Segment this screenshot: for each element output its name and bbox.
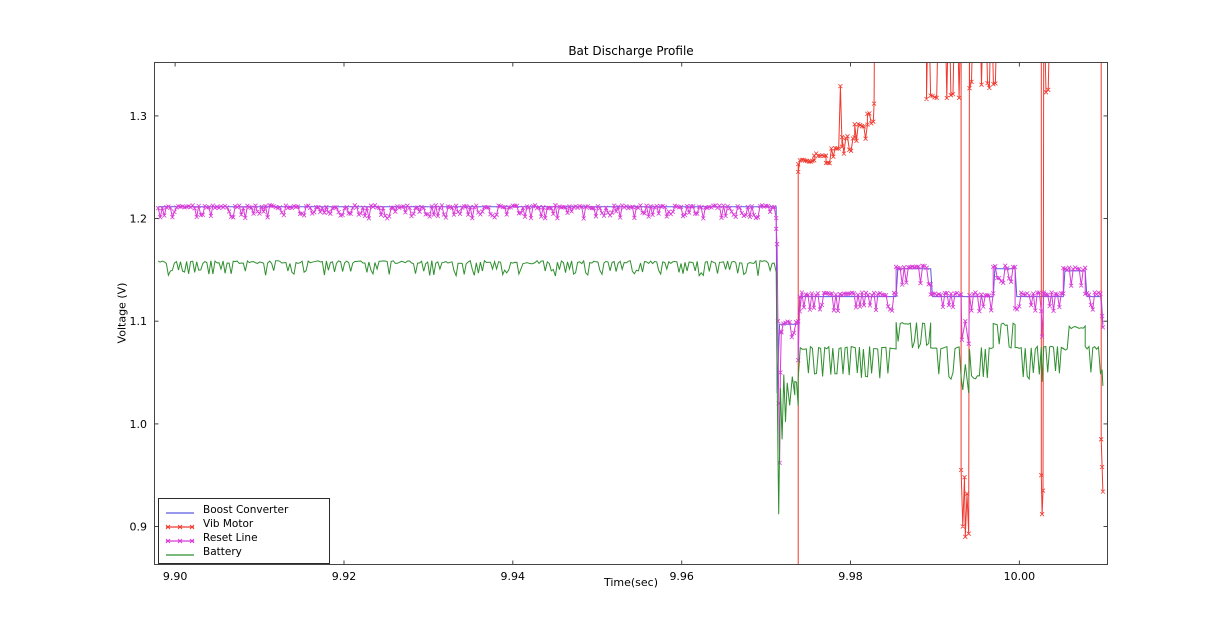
y-tick-label: 0.9 (130, 521, 148, 534)
legend-swatch-line (165, 538, 195, 544)
legend-line-swatch-battery (165, 546, 195, 558)
y-tick-label: 1.3 (130, 110, 148, 123)
plot-border (154, 62, 1108, 565)
legend-item-reset-line: Reset Line (165, 531, 323, 545)
legend: Boost Converter Vib Motor Reset Line Bat… (158, 498, 330, 564)
legend-item-vib-motor: Vib Motor (165, 517, 323, 531)
x-tick-label: 9.90 (163, 570, 188, 583)
series-vib-motor (795, 62, 1106, 565)
legend-swatch-line (165, 524, 195, 530)
legend-line-swatch-vib-motor (165, 518, 195, 530)
series-markers (795, 79, 1106, 540)
y-axis-label: Voltage (V) (115, 282, 129, 344)
x-tick-label: 9.94 (501, 570, 526, 583)
legend-swatch-line (166, 512, 194, 514)
legend-label-vib-motor: Vib Motor (203, 518, 254, 530)
series-markers (155, 202, 1106, 466)
legend-line-swatch-reset-line (165, 532, 195, 544)
legend-label-reset-line: Reset Line (203, 532, 258, 544)
legend-x-marker-icon (189, 538, 195, 544)
series-reset-line (155, 202, 1106, 466)
legend-item-boost-converter: Boost Converter (165, 503, 323, 517)
chart-title: Bat Discharge Profile (568, 44, 694, 58)
legend-line-swatch-boost-converter (165, 504, 195, 516)
series-line (157, 259, 1104, 515)
legend-x-marker-icon (165, 524, 171, 530)
legend-x-marker-icon (189, 524, 195, 530)
y-tick-label: 1.1 (130, 315, 148, 328)
x-tick-label: 9.96 (669, 570, 694, 583)
legend-item-battery: Battery (165, 545, 323, 559)
x-axis-label: Time(sec) (603, 576, 659, 589)
legend-label-battery: Battery (203, 546, 242, 558)
y-tick-label: 1.0 (130, 418, 148, 431)
y-tick-label: 1.2 (130, 213, 148, 226)
legend-swatch-line (166, 554, 194, 556)
series-battery (157, 259, 1104, 515)
x-tick-label: 10.00 (1004, 570, 1036, 583)
x-tick-label: 9.98 (838, 570, 863, 583)
legend-x-marker-icon (177, 538, 183, 544)
legend-x-marker-icon (165, 538, 171, 544)
legend-x-marker-icon (177, 524, 183, 530)
legend-label-boost-converter: Boost Converter (203, 504, 289, 516)
x-tick-label: 9.92 (332, 570, 357, 583)
